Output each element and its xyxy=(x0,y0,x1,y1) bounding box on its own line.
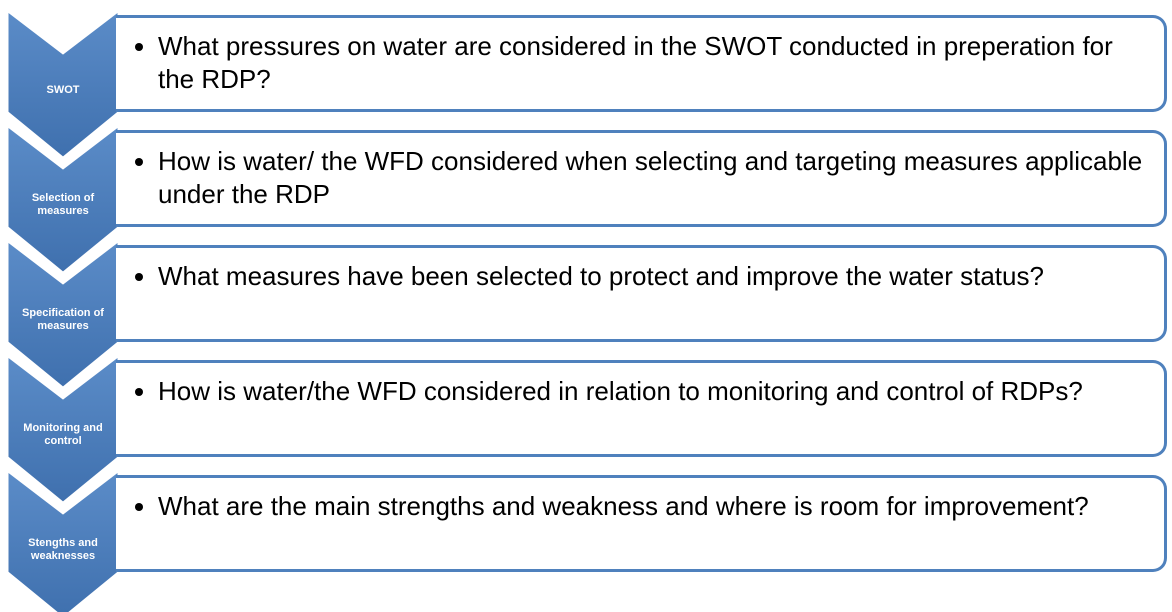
chevron xyxy=(7,355,119,503)
step-label: Selection of measures xyxy=(31,192,95,217)
question-box: How is water/the WFD considered in relat… xyxy=(116,360,1167,457)
question-text: What pressures on water are considered i… xyxy=(158,18,1148,96)
step-label: Stengths and weaknesses xyxy=(28,537,98,562)
chevron xyxy=(7,10,119,158)
question-box: What pressures on water are considered i… xyxy=(116,15,1167,112)
bullet-list: What measures have been selected to prot… xyxy=(116,248,1164,293)
bullet-list: What are the main strengths and weakness… xyxy=(116,478,1164,523)
bullet-list: How is water/the WFD considered in relat… xyxy=(116,363,1164,408)
question-text: What are the main strengths and weakness… xyxy=(158,478,1148,523)
chevron xyxy=(7,240,119,388)
question-box: What are the main strengths and weakness… xyxy=(116,475,1167,572)
bullet-list: What pressures on water are considered i… xyxy=(116,18,1164,96)
question-text: How is water/the WFD considered in relat… xyxy=(158,363,1148,408)
question-box: What measures have been selected to prot… xyxy=(116,245,1167,342)
question-text: How is water/ the WFD considered when se… xyxy=(158,133,1148,211)
step-label: Specification of measures xyxy=(22,307,104,332)
chevron xyxy=(7,125,119,273)
chevron xyxy=(7,470,119,612)
question-box: How is water/ the WFD considered when se… xyxy=(116,130,1167,227)
bullet-list: How is water/ the WFD considered when se… xyxy=(116,133,1164,211)
question-text: What measures have been selected to prot… xyxy=(158,248,1148,293)
step-label: Monitoring and control xyxy=(23,422,103,447)
step-label: SWOT xyxy=(46,83,80,96)
